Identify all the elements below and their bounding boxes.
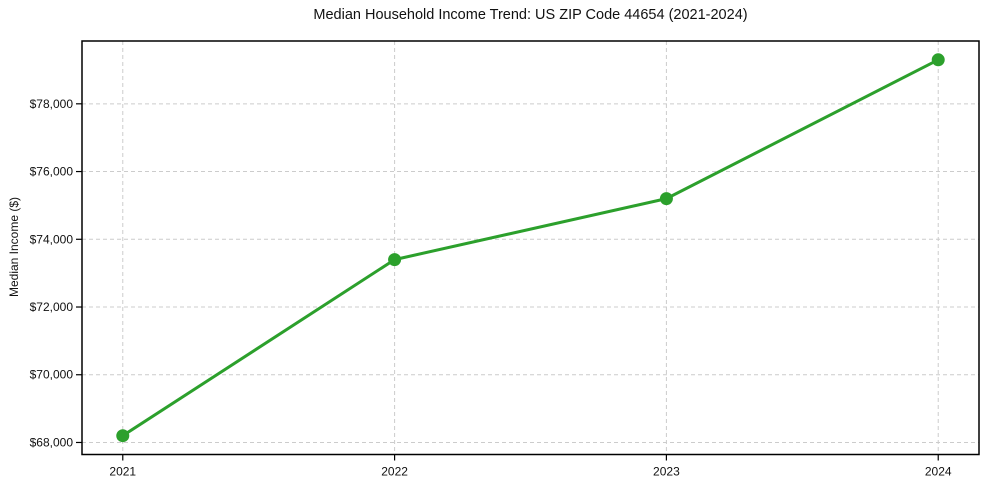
chart-title: Median Household Income Trend: US ZIP Co… xyxy=(313,7,748,23)
x-tick-label: 2021 xyxy=(109,465,136,479)
x-tick-label: 2024 xyxy=(925,465,952,479)
data-point-marker xyxy=(116,429,130,443)
y-tick-label: $70,000 xyxy=(30,368,74,382)
x-tick-label: 2022 xyxy=(381,465,408,479)
y-tick-label: $68,000 xyxy=(30,435,74,449)
y-axis-label: Median Income ($) xyxy=(7,196,21,298)
trend-line xyxy=(121,58,940,438)
y-tick-label: $74,000 xyxy=(30,232,74,246)
data-point-marker xyxy=(659,192,673,206)
x-tick-label: 2023 xyxy=(653,465,680,479)
y-tick-label: $76,000 xyxy=(30,165,74,179)
data-point-marker xyxy=(388,253,402,267)
plot-border xyxy=(81,40,980,456)
y-tick-label: $72,000 xyxy=(30,300,74,314)
y-tick-label: $78,000 xyxy=(30,97,74,111)
data-point-marker xyxy=(931,53,945,67)
